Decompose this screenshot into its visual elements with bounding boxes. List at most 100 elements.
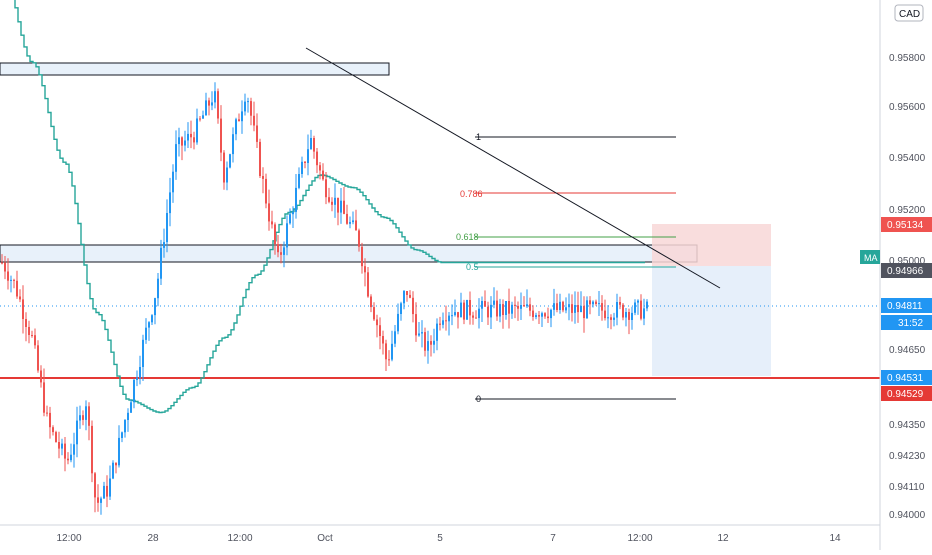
candle-body (346, 213, 348, 224)
candle-body (538, 315, 540, 317)
stop-zone[interactable] (652, 224, 771, 266)
candle-body (391, 343, 393, 360)
candle-body (427, 341, 429, 351)
candle-body (139, 367, 141, 378)
candle-body (430, 341, 432, 345)
candle-body (334, 197, 336, 205)
candle-body (244, 101, 246, 112)
candle-body (460, 302, 462, 318)
ma-tag[interactable] (860, 250, 880, 264)
candle-body (502, 304, 504, 315)
candle-body (541, 313, 543, 317)
candle-body (478, 308, 480, 319)
currency-label: CAD (899, 9, 920, 20)
candle-body (367, 272, 369, 297)
mid-zone[interactable] (0, 244, 698, 263)
candle-body (595, 301, 597, 304)
resistance-zone[interactable] (0, 62, 390, 76)
candle-body (637, 300, 639, 303)
price-tag-level (881, 263, 932, 278)
currency-badge[interactable] (894, 4, 924, 22)
candle-body (379, 325, 381, 336)
candle-body (64, 443, 66, 459)
trendline[interactable] (305, 47, 721, 289)
candle-body (280, 252, 282, 255)
candle-body (154, 298, 156, 316)
candle-body (148, 322, 150, 328)
candle-body (526, 304, 528, 307)
candle-body (445, 320, 447, 322)
candle-body (388, 359, 390, 361)
candle-body (463, 302, 465, 320)
candle-body (169, 192, 171, 214)
candle-body (373, 307, 375, 320)
fib-label-5: 0.5 (466, 262, 479, 272)
candle-body (481, 301, 483, 309)
candle-body (181, 137, 183, 146)
target-zone[interactable] (652, 266, 771, 376)
candle-body (7, 271, 9, 281)
candle-body (406, 291, 408, 295)
candle-body (508, 301, 510, 314)
candle-body (226, 167, 228, 183)
moving-average (14, 0, 645, 414)
candle-body (574, 305, 576, 313)
candle-body (505, 301, 507, 315)
candle-body (160, 247, 162, 279)
candle-body (424, 332, 426, 351)
x-tick-label: 28 (147, 533, 159, 544)
candle-body (268, 203, 270, 222)
candle-body (529, 304, 531, 311)
candle-body (112, 462, 114, 479)
candle-body (403, 291, 405, 304)
candle-body (178, 137, 180, 145)
countdown-tag (881, 315, 932, 330)
candle-body (625, 312, 627, 318)
candle-body (451, 315, 453, 317)
x-tick-label: 7 (550, 533, 556, 544)
candle-body (85, 406, 87, 420)
candle-body (331, 201, 333, 205)
candle-body (382, 336, 384, 344)
candle-body (97, 497, 99, 503)
candle-body (565, 307, 567, 311)
candle-body (628, 312, 630, 320)
candle-body (631, 312, 633, 320)
candle-body (436, 323, 438, 341)
candle-body (559, 301, 561, 310)
candle-body (556, 303, 558, 310)
y-tick-label: 0.94350 (889, 420, 926, 431)
candle-body (472, 315, 474, 318)
fib-label-0: 0 (476, 394, 481, 404)
candle-body (550, 309, 552, 319)
candle-body (490, 304, 492, 318)
candle-body (301, 161, 303, 174)
candle-body (562, 301, 564, 311)
candle-body (634, 302, 636, 313)
y-tick-label: 0.95400 (889, 153, 926, 164)
candle-body (517, 305, 519, 309)
candle-body (493, 300, 495, 305)
candle-body (433, 340, 435, 345)
candle-body (187, 133, 189, 141)
y-tick-label: 0.94000 (889, 510, 926, 521)
candle-body (385, 343, 387, 360)
candle-body (469, 300, 471, 316)
x-tick-label: 5 (437, 533, 443, 544)
candle-body (304, 161, 306, 163)
candle-body (40, 370, 42, 383)
candle-body (466, 300, 468, 320)
candle-body (259, 141, 261, 176)
y-tick-label: 0.94110 (889, 482, 925, 493)
candle-body (307, 149, 309, 163)
candle-body (193, 137, 195, 143)
candle-body (544, 313, 546, 317)
candle-body (601, 303, 603, 311)
candle-body (37, 345, 39, 371)
candle-body (151, 315, 153, 323)
candle-body (325, 179, 327, 198)
candle-body (475, 317, 477, 319)
candle-body (199, 118, 201, 120)
